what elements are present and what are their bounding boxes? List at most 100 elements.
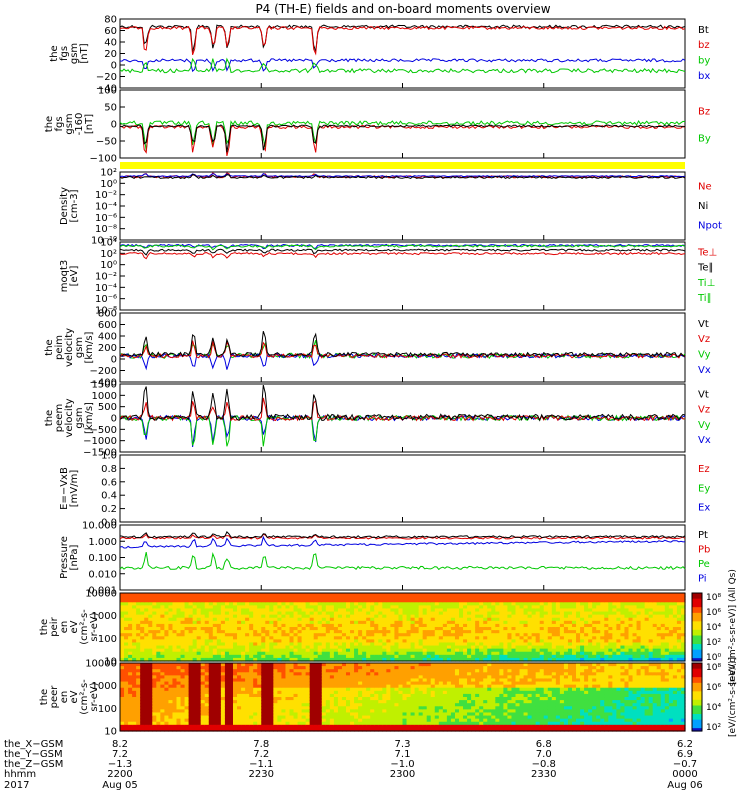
peir-cell	[233, 648, 238, 653]
peer-cell	[293, 727, 299, 732]
peer-cell	[354, 693, 359, 698]
peir-cell	[450, 614, 456, 619]
peer-cell	[386, 666, 391, 670]
peir-cell	[128, 623, 133, 628]
peer-cell	[265, 712, 270, 717]
peir-cell	[523, 627, 529, 631]
peer-cell	[261, 718, 266, 723]
peir-cell	[362, 599, 367, 603]
peir-cell	[160, 630, 165, 634]
peir-cell	[390, 620, 396, 625]
peir-cell	[382, 614, 387, 619]
peir-cell	[124, 654, 129, 659]
peer-cell	[192, 715, 198, 720]
peir-cell	[402, 648, 408, 653]
peir-cell	[176, 639, 182, 644]
peir-cell	[265, 627, 270, 631]
peer-cell	[277, 697, 283, 701]
peir-cell	[656, 657, 662, 662]
peer-cell	[366, 684, 371, 689]
peir-cell	[228, 611, 234, 616]
peir-cell	[233, 608, 238, 613]
peir-cell	[224, 599, 230, 603]
peer-cell	[325, 703, 331, 707]
peer-cell	[297, 724, 303, 729]
peir-cell	[442, 654, 448, 659]
peir-cell	[140, 636, 145, 640]
peir-cell	[285, 642, 291, 647]
peir-cell	[224, 636, 230, 640]
peir-cell	[580, 611, 585, 616]
peir-cell	[414, 611, 420, 616]
panel-peir: 10000100010010thepeireneV(cm²-s-sr-eV)10…	[39, 569, 738, 685]
peir-cell	[241, 651, 246, 656]
peir-cell	[289, 596, 295, 600]
peir-cell	[426, 654, 432, 659]
peir-cell	[479, 630, 484, 634]
peir-cell	[148, 608, 153, 613]
peir-cell	[140, 623, 145, 628]
peir-cell	[253, 651, 258, 656]
peir-cell	[128, 627, 133, 631]
peir-cell	[563, 620, 569, 625]
peir-cell	[656, 636, 662, 640]
peer-cell	[410, 675, 416, 680]
peir-cell	[172, 654, 178, 659]
peir-cell	[479, 645, 484, 650]
peir-cell	[317, 639, 323, 644]
peer-cell	[358, 678, 363, 683]
peer-cell	[144, 693, 149, 698]
peir-cell	[301, 596, 307, 600]
peir-cell	[249, 657, 254, 662]
peer-cell	[124, 724, 129, 729]
peir-cell	[418, 636, 424, 640]
peir-cell	[507, 599, 513, 603]
peir-cell	[124, 651, 129, 656]
peir-cell	[515, 627, 521, 631]
peer-cell	[124, 684, 129, 689]
peir-cell	[640, 630, 646, 634]
peir-cell	[285, 633, 291, 637]
peir-cell	[144, 593, 149, 597]
peer-cell	[341, 687, 347, 692]
fgs-ylabel-line: gsm	[69, 43, 80, 64]
peir-cell	[640, 623, 646, 628]
peir-cell	[660, 651, 666, 656]
peir-cell	[624, 620, 630, 625]
peir-cell	[168, 614, 174, 619]
peir-cell	[257, 636, 262, 640]
fgs-series-red	[119, 25, 686, 56]
peir-cell	[644, 602, 650, 606]
peir-cell	[398, 593, 404, 597]
peir-cell	[301, 627, 307, 631]
peir-cell	[366, 617, 371, 622]
peem-legend-Vt: Vt	[698, 390, 709, 401]
peir-cell	[261, 614, 266, 619]
peir-cell	[301, 657, 307, 662]
peir-cell	[124, 605, 129, 610]
peer-cell	[406, 690, 412, 695]
peir-cell	[668, 599, 674, 603]
peir-cell	[491, 642, 496, 647]
peir-cell	[596, 648, 601, 653]
peir-cell	[128, 596, 133, 600]
peer-cell	[398, 706, 404, 710]
peir-cell	[354, 608, 359, 613]
peer-cell	[196, 721, 202, 726]
peir-cell	[188, 636, 194, 640]
peir-cell	[285, 602, 291, 606]
peir-cell	[305, 636, 311, 640]
peir-cell	[463, 633, 468, 637]
peir-cell	[628, 602, 634, 606]
peir-cell	[313, 639, 319, 644]
peir-cell	[442, 599, 448, 603]
peir-cell	[132, 596, 137, 600]
density-frame	[119, 171, 686, 241]
peir-cell	[374, 639, 379, 644]
peer-cell	[386, 672, 391, 676]
peer-cell	[208, 693, 214, 698]
peem-ytick-label: 0	[111, 414, 117, 425]
peir-cell	[164, 630, 170, 634]
peir-cell	[664, 642, 670, 647]
peir-cell	[438, 627, 444, 631]
